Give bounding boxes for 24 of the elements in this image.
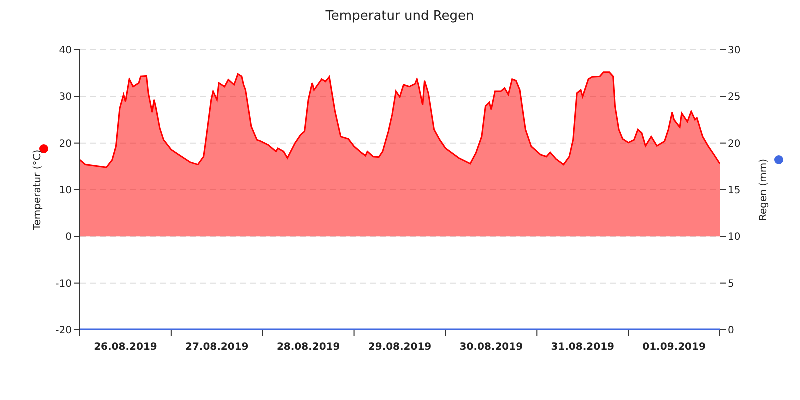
y2-tick-label: 5 xyxy=(728,278,734,290)
y2-tick-label: 30 xyxy=(728,46,741,57)
x-tick-label: 26.08.2019 xyxy=(94,342,158,353)
y2-tick-label: 15 xyxy=(728,186,741,197)
y-tick-label: 0 xyxy=(66,232,72,244)
y-tick-label: 40 xyxy=(59,46,72,57)
y2-tick-label: 0 xyxy=(728,326,734,337)
x-tick-label: 01.09.2019 xyxy=(642,342,706,353)
y-axis-title: Temperatur (°C) xyxy=(32,150,44,232)
y2-tick-label: 25 xyxy=(728,92,741,104)
y-tick-label: 10 xyxy=(59,186,72,197)
chart-title: Temperatur und Regen xyxy=(324,9,476,24)
x-tick-label: 31.08.2019 xyxy=(551,342,615,353)
x-tick-label: 28.08.2019 xyxy=(276,342,340,353)
y-tick-label: -20 xyxy=(56,326,72,337)
x-tick-label: 27.08.2019 xyxy=(186,342,249,353)
y-tick-label: -10 xyxy=(56,278,72,290)
y-tick-label: 30 xyxy=(59,92,72,104)
y2-tick-label: 20 xyxy=(728,138,741,150)
x-tick-label: 30.08.2019 xyxy=(460,342,524,353)
x-tick-label: 29.08.2019 xyxy=(368,342,432,353)
y2-tick-label: 10 xyxy=(728,232,741,244)
y2-axis-title: Regen (mm) xyxy=(758,158,770,221)
y-tick-label: 20 xyxy=(59,138,72,150)
